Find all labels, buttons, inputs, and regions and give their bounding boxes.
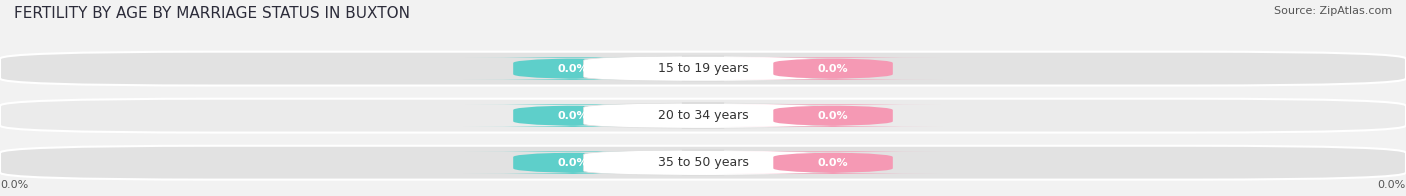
FancyBboxPatch shape	[724, 104, 942, 127]
Text: 0.0%: 0.0%	[558, 111, 588, 121]
Text: 0.0%: 0.0%	[818, 158, 848, 168]
Text: 15 to 19 years: 15 to 19 years	[658, 62, 748, 75]
FancyBboxPatch shape	[0, 52, 1406, 85]
Text: FERTILITY BY AGE BY MARRIAGE STATUS IN BUXTON: FERTILITY BY AGE BY MARRIAGE STATUS IN B…	[14, 6, 411, 21]
FancyBboxPatch shape	[464, 151, 682, 174]
FancyBboxPatch shape	[583, 56, 823, 81]
FancyBboxPatch shape	[724, 151, 942, 174]
FancyBboxPatch shape	[583, 103, 823, 128]
Text: 35 to 50 years: 35 to 50 years	[658, 156, 748, 169]
Text: 0.0%: 0.0%	[1378, 180, 1406, 190]
Text: Source: ZipAtlas.com: Source: ZipAtlas.com	[1274, 6, 1392, 16]
Text: 0.0%: 0.0%	[818, 111, 848, 121]
Text: 0.0%: 0.0%	[0, 180, 28, 190]
FancyBboxPatch shape	[724, 57, 942, 80]
Text: 0.0%: 0.0%	[558, 64, 588, 74]
Text: 20 to 34 years: 20 to 34 years	[658, 109, 748, 122]
FancyBboxPatch shape	[464, 57, 682, 80]
Text: 0.0%: 0.0%	[818, 64, 848, 74]
FancyBboxPatch shape	[583, 150, 823, 175]
FancyBboxPatch shape	[464, 104, 682, 127]
Text: 0.0%: 0.0%	[558, 158, 588, 168]
FancyBboxPatch shape	[0, 99, 1406, 132]
FancyBboxPatch shape	[0, 146, 1406, 180]
